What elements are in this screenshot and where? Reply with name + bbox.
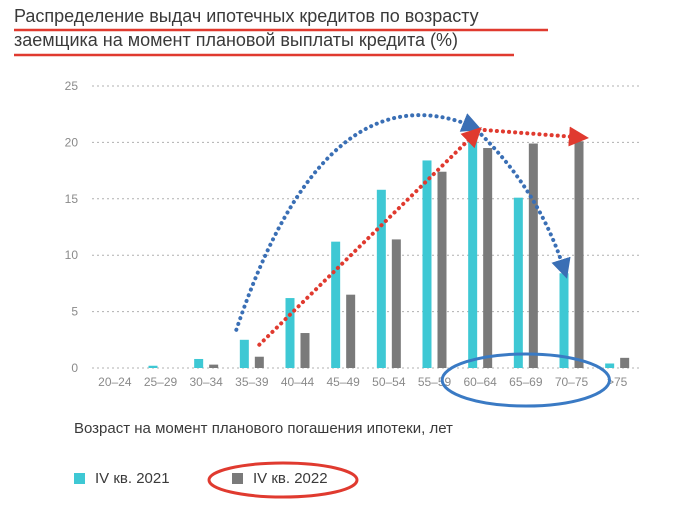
bar-2021-10 <box>559 273 569 368</box>
bar-2021-11 <box>605 363 615 368</box>
bar-2022-10 <box>574 141 584 368</box>
bar-2022-9 <box>528 143 538 368</box>
x-tick-label: 70–75 <box>555 375 589 389</box>
x-tick-label: 30–34 <box>189 375 223 389</box>
legend-item-2022: IV кв. 2022 <box>232 470 328 487</box>
bar-2021-7 <box>422 160 432 368</box>
red-legend-ellipse <box>207 461 359 499</box>
y-tick-label: 20 <box>65 135 79 149</box>
bar-2021-9 <box>513 197 523 368</box>
bar-2022-8 <box>483 148 493 368</box>
legend-swatch-2022 <box>232 473 243 484</box>
x-tick-label: 35–39 <box>235 375 269 389</box>
y-tick-label: 0 <box>71 361 78 375</box>
bar-2022-2 <box>209 364 219 368</box>
x-tick-label: 25–29 <box>144 375 178 389</box>
bar-2022-6 <box>391 239 401 368</box>
y-tick-label: 15 <box>65 192 79 206</box>
legend-label-2021: IV кв. 2021 <box>95 470 170 487</box>
bar-2022-5 <box>346 294 356 368</box>
bar-2021-4 <box>285 298 295 368</box>
chart-title: Распределение выдач ипотечных кредитов п… <box>14 4 479 52</box>
bar-2021-8 <box>468 132 478 368</box>
x-tick-label: 40–44 <box>281 375 315 389</box>
y-tick-label: 25 <box>65 79 79 93</box>
grid-layer: 0 5 10 15 20 25 <box>65 79 640 375</box>
x-tick-label: 45–49 <box>326 375 360 389</box>
annotation-layer <box>14 28 611 499</box>
chart-title-line-2: заемщика на момент плановой выплаты кред… <box>14 30 458 50</box>
x-tick-label: >75 <box>607 375 628 389</box>
x-tick-label: 60–64 <box>463 375 497 389</box>
bar-2022-7 <box>437 171 447 368</box>
x-tick-label: 20–24 <box>98 375 132 389</box>
blue-trend-arrow-up <box>234 113 482 332</box>
bar-2022-4 <box>300 333 310 368</box>
x-tick-labels: 20–24 25–29 30–34 35–39 40–44 45–49 50–54 55–59… <box>98 375 628 389</box>
bar-2022-3 <box>254 356 264 368</box>
chart-title-line-1: Распределение выдач ипотечных кредитов п… <box>14 6 479 26</box>
legend-swatch-2021 <box>74 473 85 484</box>
red-trend-arrow-up <box>257 127 482 347</box>
bar-2021-3 <box>239 339 249 368</box>
blue-highlight-ellipse <box>440 352 611 408</box>
bars-layer <box>148 132 630 368</box>
y-tick-label: 5 <box>71 305 78 319</box>
x-axis-label: Возраст на момент планового погашения ип… <box>74 420 453 437</box>
legend-item-2021: IV кв. 2021 <box>74 470 170 487</box>
x-tick-label: 65–69 <box>509 375 543 389</box>
blue-trend-arrow-down <box>470 124 571 279</box>
x-tick-label: 50–54 <box>372 375 406 389</box>
y-tick-label: 10 <box>65 248 79 262</box>
bar-2021-5 <box>331 241 341 368</box>
bar-2022-11 <box>620 357 630 368</box>
bar-2021-2 <box>194 358 204 368</box>
red-trend-arrow-flat <box>482 126 589 147</box>
bar-2021-6 <box>376 189 386 368</box>
bar-2021-1 <box>148 365 158 368</box>
legend-label-2022: IV кв. 2022 <box>253 470 328 487</box>
